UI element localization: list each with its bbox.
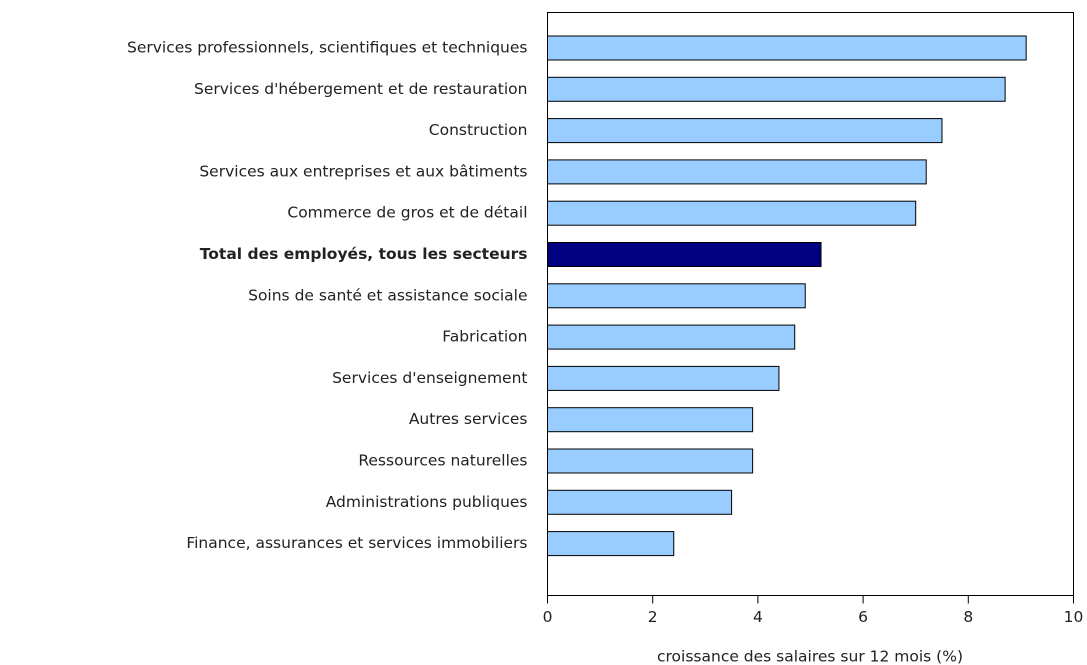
y-tick-label: Ressources naturelles: [358, 452, 527, 470]
x-tick-label: 8: [963, 608, 973, 626]
bar: [547, 283, 806, 309]
y-tick-label: Total des employés, tous les secteurs: [200, 245, 528, 263]
bar: [547, 448, 754, 474]
bar: [547, 489, 733, 515]
x-tick-label: 0: [543, 608, 553, 626]
y-tick-label: Services d'hébergement et de restauratio…: [194, 80, 528, 98]
y-tick-label: Services aux entreprises et aux bâtiment…: [199, 162, 527, 180]
y-tick-label: Soins de santé et assistance sociale: [248, 286, 527, 304]
bar: [547, 118, 943, 144]
bar: [547, 365, 780, 391]
bar: [547, 407, 754, 433]
y-tick-label: Services professionnels, scientifiques e…: [127, 39, 528, 57]
bar: [547, 324, 796, 350]
x-tick-label: 6: [858, 608, 868, 626]
y-tick-label: Services d'enseignement: [332, 369, 527, 387]
y-tick-label: Finance, assurances et services immobili…: [186, 534, 527, 552]
bar: [547, 35, 1027, 61]
bar: [547, 531, 675, 557]
x-tick-label: 4: [753, 608, 763, 626]
bar: [547, 242, 822, 267]
y-tick-label: Administrations publiques: [326, 493, 528, 511]
y-tick-label: Fabrication: [442, 328, 527, 346]
y-tick-label: Construction: [429, 121, 528, 139]
y-tick-label: Autres services: [409, 410, 528, 428]
bar: [547, 159, 927, 185]
x-tick-label: 2: [648, 608, 658, 626]
bar: [547, 76, 1006, 102]
x-tick-label: 10: [1064, 608, 1084, 626]
y-tick-label: Commerce de gros et de détail: [287, 204, 527, 222]
bar: [547, 200, 917, 226]
x-axis-label: croissance des salaires sur 12 mois (%): [657, 648, 963, 665]
